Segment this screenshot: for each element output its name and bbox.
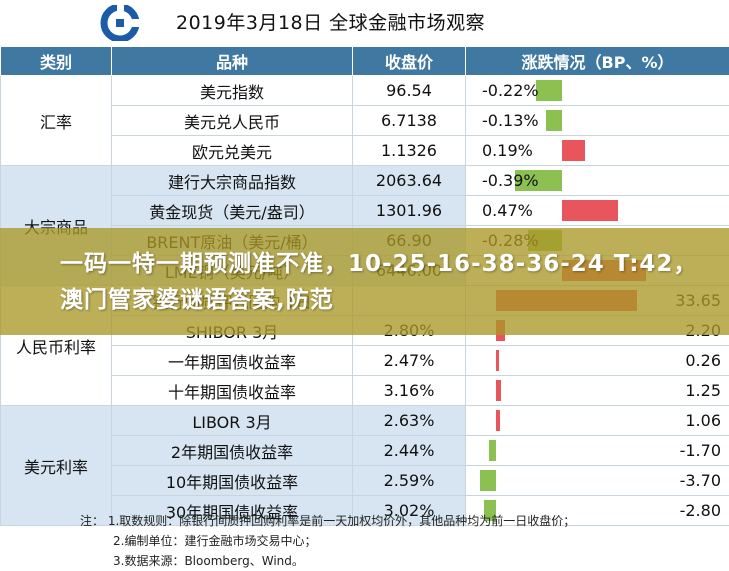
table-row: 美元兑人民币 6.7138 -0.13% bbox=[1, 105, 729, 136]
column-header-instrument: 品种 bbox=[111, 46, 353, 76]
change-value-label: 1.25 bbox=[685, 381, 721, 400]
column-header-category: 类别 bbox=[0, 46, 112, 76]
table-row: 30年期国债收益率 3.02% -2.80 bbox=[1, 495, 729, 526]
table-row: 美元利率 LIBOR 3月 2.63% 1.06 bbox=[0, 405, 729, 526]
column-header-close: 收盘价 bbox=[352, 46, 466, 76]
table-row: 一年期国债收益率 2.47% 0.26 bbox=[1, 345, 729, 376]
column-header-change: 涨跌情况（BP、%） bbox=[465, 46, 729, 76]
change-cell: -0.13% bbox=[465, 105, 729, 136]
instrument-name-cell: 美元兑人民币 bbox=[111, 105, 353, 136]
watermark-banner-text: 一码一特一期预测准不准，10-25-16-38-36-24 T:42，澳门管家婆… bbox=[60, 251, 698, 313]
negative-change-bar bbox=[484, 500, 496, 521]
negative-change-bar bbox=[515, 170, 562, 191]
close-price-cell: 2063.64 bbox=[352, 165, 466, 196]
footnote-line: 2.编制单位：建行金融市场交易中心； bbox=[113, 534, 317, 548]
page-title: 2019年3月18日 全球金融市场观察 bbox=[176, 12, 486, 34]
instrument-name-cell: 美元指数 bbox=[111, 75, 353, 106]
negative-change-bar bbox=[546, 110, 562, 131]
category-cell: 汇率 bbox=[0, 75, 112, 166]
close-price-cell: 2.44% bbox=[352, 435, 466, 466]
instrument-name-cell: 建行大宗商品指数 bbox=[111, 165, 353, 196]
table-row: 大宗商品 建行大宗商品指数 2063.64 -0.39% bbox=[0, 165, 729, 286]
table-row: 十年期国债收益率 3.16% 1.25 bbox=[1, 375, 729, 406]
ccb-logo-icon bbox=[100, 5, 140, 41]
close-price-cell: 2.63% bbox=[352, 405, 466, 436]
close-price-cell: 1.1326 bbox=[352, 135, 466, 166]
change-cell: -0.22% bbox=[465, 75, 729, 106]
positive-change-bar bbox=[496, 410, 501, 431]
change-value-label: -1.70 bbox=[679, 441, 721, 460]
change-value-label: 0.19% bbox=[482, 141, 533, 160]
change-cell: 1.25 bbox=[465, 375, 729, 406]
positive-change-bar bbox=[496, 350, 499, 371]
close-price-cell: 3.02% bbox=[352, 495, 466, 526]
change-cell: -2.80 bbox=[465, 495, 729, 526]
instrument-name-cell: 10年期国债收益率 bbox=[111, 465, 353, 496]
change-cell: -0.39% bbox=[465, 165, 729, 196]
close-price-cell: 2.47% bbox=[352, 345, 466, 376]
instrument-name-cell: 欧元兑美元 bbox=[111, 135, 353, 166]
close-price-cell: 1301.96 bbox=[352, 195, 466, 226]
negative-change-bar bbox=[535, 80, 562, 101]
change-value-label: -3.70 bbox=[679, 471, 721, 490]
positive-change-bar bbox=[496, 380, 502, 401]
watermark-banner bbox=[0, 228, 729, 335]
table-row: 欧元兑美元 1.1326 0.19% bbox=[1, 135, 729, 166]
change-value-label: -2.80 bbox=[679, 501, 721, 520]
category-cell: 美元利率 bbox=[0, 405, 112, 526]
change-value-label: 1.06 bbox=[685, 411, 721, 430]
change-value-label: -0.13% bbox=[482, 111, 539, 130]
change-cell: 1.06 bbox=[465, 405, 729, 436]
change-value-label: -0.39% bbox=[482, 171, 539, 190]
close-price-cell: 2.59% bbox=[352, 465, 466, 496]
close-price-cell: 3.16% bbox=[352, 375, 466, 406]
table-row: 汇率 美元指数 96.54 -0.22% bbox=[0, 75, 729, 166]
change-cell: -1.70 bbox=[465, 435, 729, 466]
positive-change-bar bbox=[562, 140, 585, 161]
footnotes: 注： 1.取数规则：除银行间质押回购利率是前一天加权均价外，其他品种均为前一日收… bbox=[80, 511, 575, 571]
change-value-label: 0.26 bbox=[685, 351, 721, 370]
instrument-name-cell: 30年期国债收益率 bbox=[111, 495, 353, 526]
close-price-cell: 96.54 bbox=[352, 75, 466, 106]
change-value-label: 0.47% bbox=[482, 201, 533, 220]
change-cell: 0.47% bbox=[465, 195, 729, 226]
negative-change-bar bbox=[480, 470, 496, 491]
instrument-name-cell: 一年期国债收益率 bbox=[111, 345, 353, 376]
change-value-label: -0.22% bbox=[482, 81, 539, 100]
table-header-row: 类别 品种 收盘价 涨跌情况（BP、%） bbox=[0, 46, 729, 76]
instrument-name-cell: LIBOR 3月 bbox=[111, 405, 353, 436]
table-row: 10年期国债收益率 2.59% -3.70 bbox=[1, 465, 729, 496]
table-row: 2年期国债收益率 2.44% -1.70 bbox=[1, 435, 729, 466]
footnote-line: 3.数据来源：Bloomberg、Wind。 bbox=[113, 554, 304, 568]
negative-change-bar bbox=[488, 440, 496, 461]
instrument-name-cell: 2年期国债收益率 bbox=[111, 435, 353, 466]
positive-change-bar bbox=[562, 200, 619, 221]
instrument-name-cell: 黄金现货（美元/盎司） bbox=[111, 195, 353, 226]
instrument-name-cell: 十年期国债收益率 bbox=[111, 375, 353, 406]
close-price-cell: 6.7138 bbox=[352, 105, 466, 136]
change-cell: 0.26 bbox=[465, 345, 729, 376]
change-cell: -3.70 bbox=[465, 465, 729, 496]
change-cell: 0.19% bbox=[465, 135, 729, 166]
report-header: 2019年3月18日 全球金融市场观察 bbox=[0, 0, 729, 46]
footnote-line: 注： 1.取数规则：除银行间质押回购利率是前一天加权均价外，其他品种均为前一日收… bbox=[80, 514, 576, 528]
